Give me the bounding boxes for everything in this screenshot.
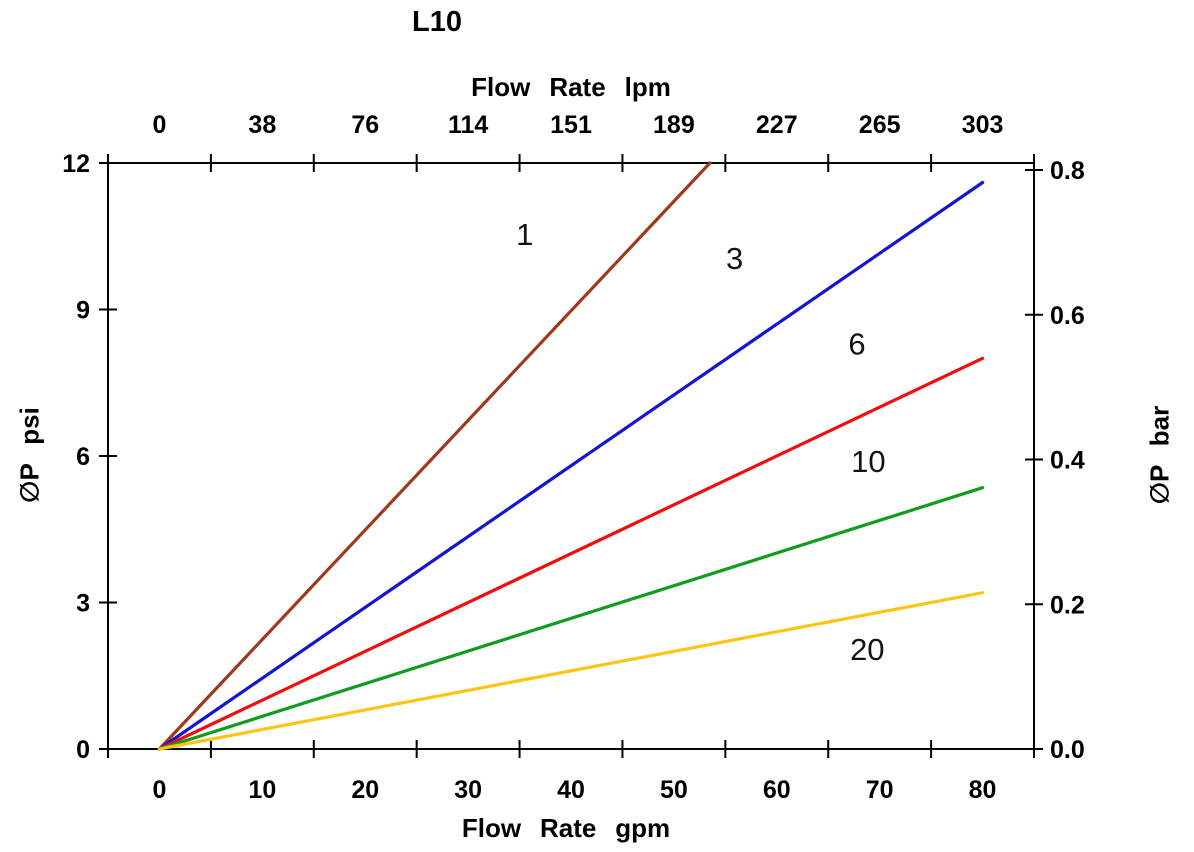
series-line-10: [157, 486, 985, 751]
left-tick-label: 6: [76, 443, 90, 471]
left-tick-label: 3: [76, 590, 90, 618]
chart-title: L10: [412, 6, 462, 38]
top-tick-label: 114: [448, 111, 488, 139]
top-tick-label: 0: [152, 111, 166, 139]
series-line-3: [157, 180, 985, 751]
bottom-axis-title: Flow Rate gpm: [461, 813, 671, 843]
bottom-tick-label: 30: [454, 776, 482, 804]
top-tick-label: 265: [859, 111, 901, 139]
plot-border: [107, 162, 1035, 750]
top-tick-label: 303: [962, 111, 1004, 139]
right-tick-label: 0.6: [1050, 302, 1085, 330]
left-tick-label: 0: [76, 736, 90, 764]
top-tick-label: 189: [653, 111, 695, 139]
series-label-10: 10: [851, 444, 885, 479]
series-label-3: 3: [726, 241, 743, 276]
right-tick-label: 0.0: [1050, 736, 1085, 764]
bottom-tick-label: 0: [152, 776, 166, 804]
bottom-tick-label: 60: [763, 776, 791, 804]
right-tick-label: 0.4: [1050, 447, 1085, 475]
bottom-tick-label: 80: [969, 776, 997, 804]
bottom-tick-label: 20: [351, 776, 379, 804]
top-tick-label: 151: [550, 111, 592, 139]
right-tick-label: 0.2: [1050, 591, 1085, 619]
bottom-tick-label: 50: [660, 776, 688, 804]
top-axis-title: Flow Rate lpm: [471, 72, 671, 102]
bottom-tick-label: 40: [557, 776, 585, 804]
series-label-6: 6: [848, 327, 865, 362]
series-line-1: [157, 161, 712, 751]
top-tick-label: 76: [351, 111, 379, 139]
top-tick-label: 227: [756, 111, 798, 139]
series-line-6: [157, 356, 985, 751]
left-tick-label: 9: [76, 297, 90, 325]
top-tick-label: 38: [248, 111, 276, 139]
series-label-1: 1: [516, 217, 533, 252]
series-line-20: [157, 591, 985, 751]
series-label-20: 20: [850, 632, 884, 667]
left-tick-label: 12: [62, 150, 90, 178]
right-tick-label: 0.8: [1050, 157, 1085, 185]
bottom-tick-label: 10: [248, 776, 276, 804]
bottom-tick-label: 70: [866, 776, 894, 804]
